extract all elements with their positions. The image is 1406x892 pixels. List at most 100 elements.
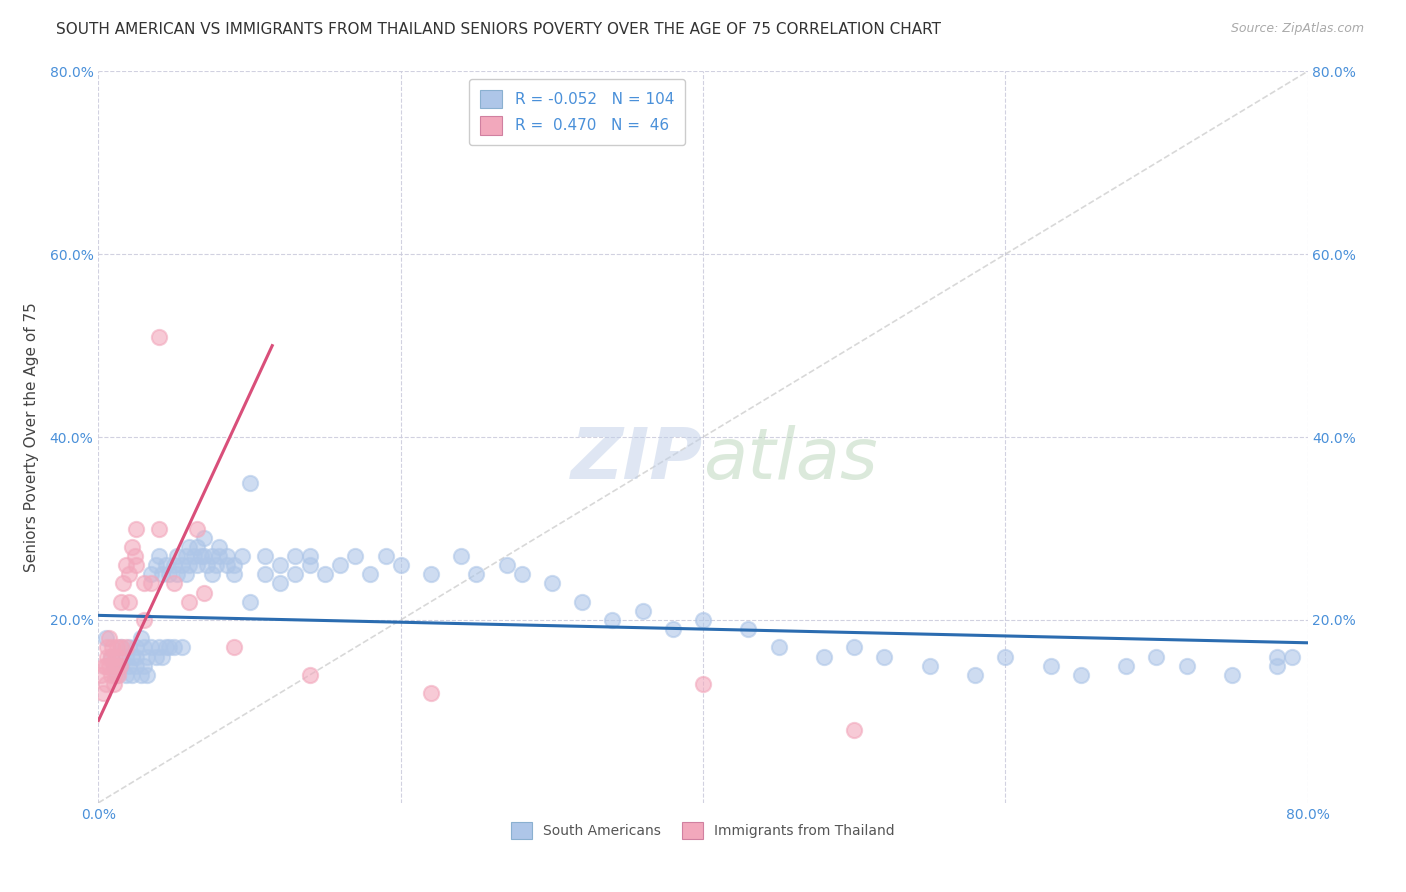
Point [179,594,201,608]
Point [110,640,132,655]
Point [374,549,396,563]
Point [844,640,866,655]
Point [93,658,115,673]
Point [813,649,835,664]
Point [124,549,146,563]
Point [344,549,367,563]
Point [107,667,129,681]
Point [965,667,987,681]
Point [118,640,141,655]
Point [125,558,148,573]
Point [299,667,322,681]
Point [159,640,181,655]
Point [215,549,238,563]
Point [110,594,132,608]
Point [141,576,163,591]
Point [174,549,197,563]
Point [329,558,352,573]
Point [129,667,152,681]
Point [125,521,148,535]
Point [98,658,121,673]
Point [121,540,143,554]
Point [155,640,177,655]
Point [118,658,141,673]
Point [1115,658,1137,673]
Point [465,567,488,582]
Point [107,649,129,664]
Point [118,594,141,608]
Point [105,667,128,681]
Point [94,632,117,646]
Point [201,567,224,582]
Point [420,567,443,582]
Text: Source: ZipAtlas.com: Source: ZipAtlas.com [1230,22,1364,36]
Point [132,640,155,655]
Point [150,649,173,664]
Point [159,567,181,582]
Point [661,622,683,636]
Point [145,649,167,664]
Point [1039,658,1062,673]
Point [253,567,276,582]
Point [96,649,118,664]
Point [125,640,148,655]
Point [100,667,122,681]
Point [1144,649,1167,664]
Point [692,677,714,691]
Point [148,640,170,655]
Point [103,658,125,673]
Point [98,632,121,646]
Point [450,549,472,563]
Point [844,723,866,737]
Point [208,540,231,554]
Point [125,649,148,664]
Point [135,667,157,681]
Point [114,640,136,655]
Point [150,567,173,582]
Point [186,521,208,535]
Point [224,640,246,655]
Point [208,549,231,563]
Point [179,558,201,573]
Point [224,567,246,582]
Point [94,677,117,691]
Point [269,576,291,591]
Point [132,613,155,627]
Point [224,558,246,573]
Point [114,649,136,664]
Point [510,567,533,582]
Text: atlas: atlas [703,425,877,493]
Point [183,549,205,563]
Point [163,558,186,573]
Point [299,558,322,573]
Point [104,667,127,681]
Point [101,640,124,655]
Point [918,658,941,673]
Point [96,640,118,655]
Point [253,549,276,563]
Point [94,658,117,673]
Point [994,649,1017,664]
Point [215,558,238,573]
Point [239,475,262,490]
Point [163,576,186,591]
Point [90,667,112,681]
Point [631,604,654,618]
Point [170,558,193,573]
Point [118,567,141,582]
Point [166,549,188,563]
Point [170,640,193,655]
Point [105,640,128,655]
Point [420,686,443,700]
Point [148,521,170,535]
Text: ZIP: ZIP [571,425,703,493]
Point [540,576,562,591]
Point [145,558,167,573]
Point [873,649,896,664]
Point [91,686,114,700]
Text: SOUTH AMERICAN VS IMMIGRANTS FROM THAILAND SENIORS POVERTY OVER THE AGE OF 75 CO: SOUTH AMERICAN VS IMMIGRANTS FROM THAILA… [56,22,941,37]
Point [132,576,155,591]
Point [148,549,170,563]
Y-axis label: Seniors Poverty Over the Age of 75: Seniors Poverty Over the Age of 75 [24,302,38,572]
Point [299,549,322,563]
